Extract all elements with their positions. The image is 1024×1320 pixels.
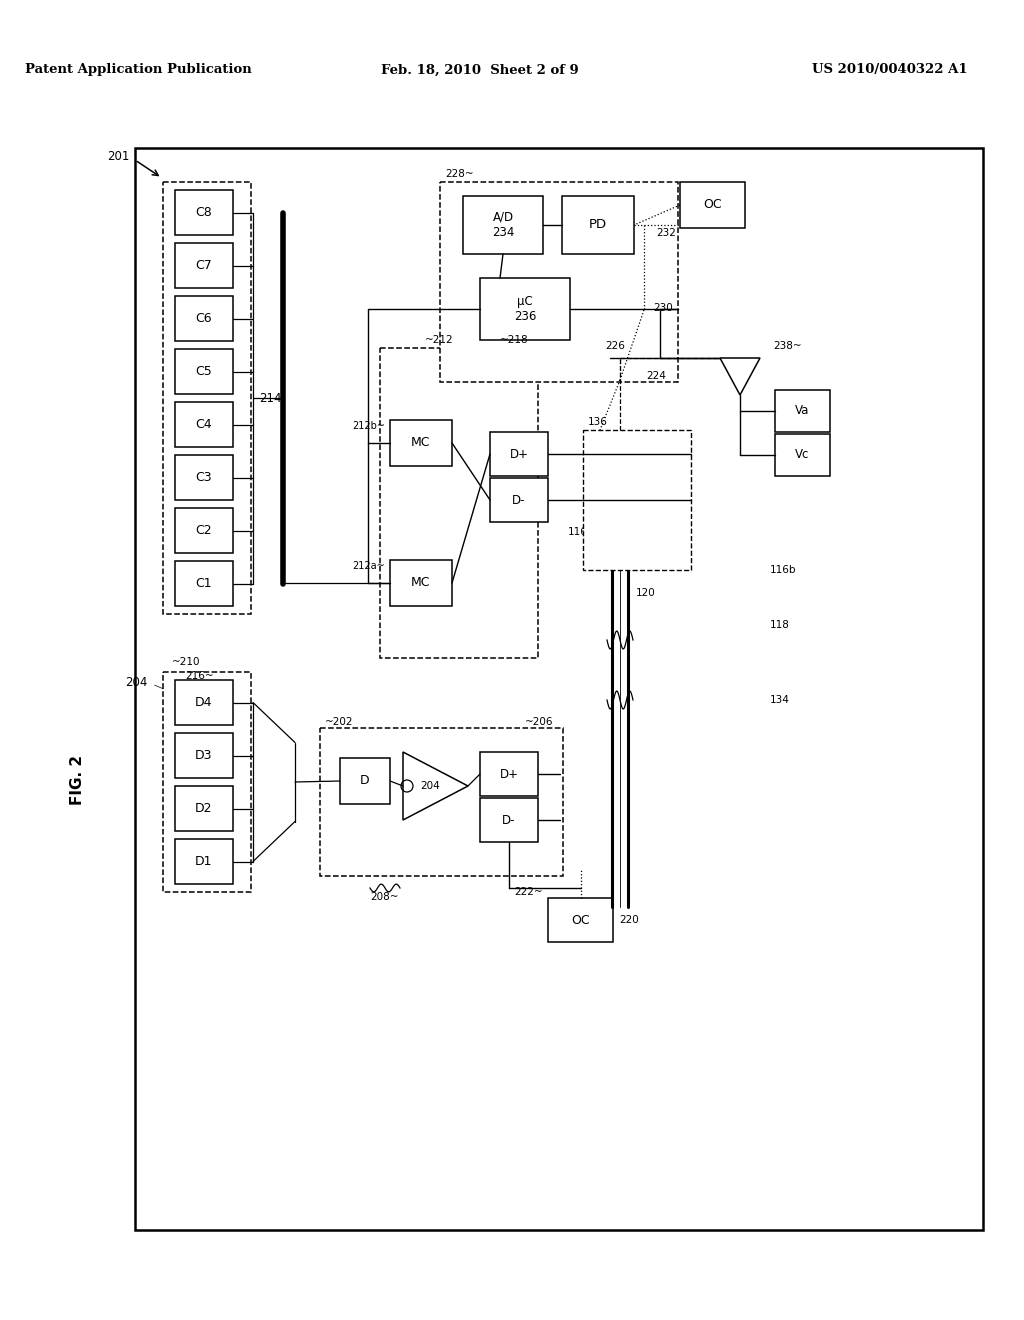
- Text: FIG. 2: FIG. 2: [71, 755, 85, 805]
- Text: 224: 224: [646, 371, 666, 381]
- Text: Vc: Vc: [796, 449, 810, 462]
- Text: 118: 118: [770, 620, 790, 630]
- Text: ~206: ~206: [525, 717, 554, 727]
- Bar: [440, 182, 678, 381]
- Text: PD: PD: [589, 219, 607, 231]
- Bar: [175, 348, 233, 393]
- Text: ~218: ~218: [500, 335, 528, 345]
- Bar: [175, 296, 233, 341]
- Text: 214: 214: [259, 392, 282, 404]
- Text: 204: 204: [126, 676, 148, 689]
- Text: D+: D+: [500, 767, 518, 780]
- Bar: [583, 430, 691, 570]
- Bar: [390, 420, 452, 466]
- Text: 228~: 228~: [445, 169, 474, 180]
- Bar: [577, 553, 692, 913]
- Text: US 2010/0040322 A1: US 2010/0040322 A1: [812, 63, 968, 77]
- Text: MC: MC: [412, 577, 431, 590]
- Text: 120: 120: [636, 587, 655, 598]
- Text: C4: C4: [196, 418, 212, 432]
- Text: Feb. 18, 2010  Sheet 2 of 9: Feb. 18, 2010 Sheet 2 of 9: [381, 63, 579, 77]
- Bar: [175, 840, 233, 884]
- Bar: [480, 799, 538, 842]
- Text: C3: C3: [196, 471, 212, 484]
- Text: 204: 204: [420, 781, 440, 791]
- Text: 212b~: 212b~: [352, 421, 385, 432]
- Bar: [463, 195, 543, 253]
- Text: 116a: 116a: [568, 527, 594, 537]
- Bar: [175, 455, 233, 500]
- Text: ~212: ~212: [425, 335, 454, 345]
- Text: D: D: [360, 775, 370, 788]
- Text: D4: D4: [196, 696, 213, 709]
- Text: A/D
234: A/D 234: [492, 211, 514, 239]
- Text: 136: 136: [588, 417, 608, 426]
- Text: 208~: 208~: [370, 892, 398, 902]
- Text: 222~: 222~: [514, 887, 543, 898]
- Bar: [175, 561, 233, 606]
- Text: D-: D-: [502, 813, 516, 826]
- Bar: [562, 195, 634, 253]
- Text: D3: D3: [196, 748, 213, 762]
- Bar: [175, 785, 233, 832]
- Text: D-: D-: [512, 494, 525, 507]
- Text: MC: MC: [412, 437, 431, 450]
- Bar: [163, 672, 251, 892]
- Text: 134: 134: [770, 696, 790, 705]
- Bar: [135, 148, 983, 1230]
- Bar: [680, 182, 745, 228]
- Bar: [175, 680, 233, 725]
- Text: OC: OC: [703, 198, 722, 211]
- Bar: [390, 560, 452, 606]
- Text: D1: D1: [196, 855, 213, 869]
- Text: Va: Va: [796, 404, 810, 417]
- Text: ~202: ~202: [325, 717, 353, 727]
- Text: C1: C1: [196, 577, 212, 590]
- Bar: [560, 540, 765, 920]
- Bar: [175, 243, 233, 288]
- Text: C5: C5: [196, 366, 212, 378]
- Bar: [163, 182, 251, 614]
- Text: C2: C2: [196, 524, 212, 537]
- Bar: [175, 508, 233, 553]
- Text: 116b: 116b: [770, 565, 797, 576]
- Bar: [175, 733, 233, 777]
- Text: C8: C8: [196, 206, 212, 219]
- Bar: [175, 190, 233, 235]
- Text: D+: D+: [510, 447, 528, 461]
- Bar: [775, 434, 830, 477]
- Text: 216~: 216~: [185, 671, 214, 681]
- Text: 232: 232: [656, 228, 676, 238]
- Text: OC: OC: [571, 913, 590, 927]
- Text: ~210: ~210: [172, 657, 201, 667]
- Bar: [319, 729, 563, 876]
- Bar: [480, 279, 570, 341]
- Bar: [548, 898, 613, 942]
- Bar: [490, 432, 548, 477]
- Text: C6: C6: [196, 312, 212, 325]
- Bar: [340, 758, 390, 804]
- Bar: [490, 478, 548, 521]
- Text: 230: 230: [653, 304, 673, 313]
- Text: C7: C7: [196, 259, 212, 272]
- Text: 201: 201: [108, 150, 130, 164]
- Text: μC
236: μC 236: [514, 294, 537, 323]
- Text: Patent Application Publication: Patent Application Publication: [25, 63, 252, 77]
- Bar: [175, 403, 233, 447]
- Text: 212a~: 212a~: [352, 561, 385, 572]
- Text: 238~: 238~: [773, 341, 802, 351]
- Text: 226: 226: [605, 341, 625, 351]
- Text: D2: D2: [196, 803, 213, 814]
- Bar: [775, 389, 830, 432]
- Bar: [480, 752, 538, 796]
- Text: 220: 220: [618, 915, 639, 925]
- Bar: [380, 348, 538, 657]
